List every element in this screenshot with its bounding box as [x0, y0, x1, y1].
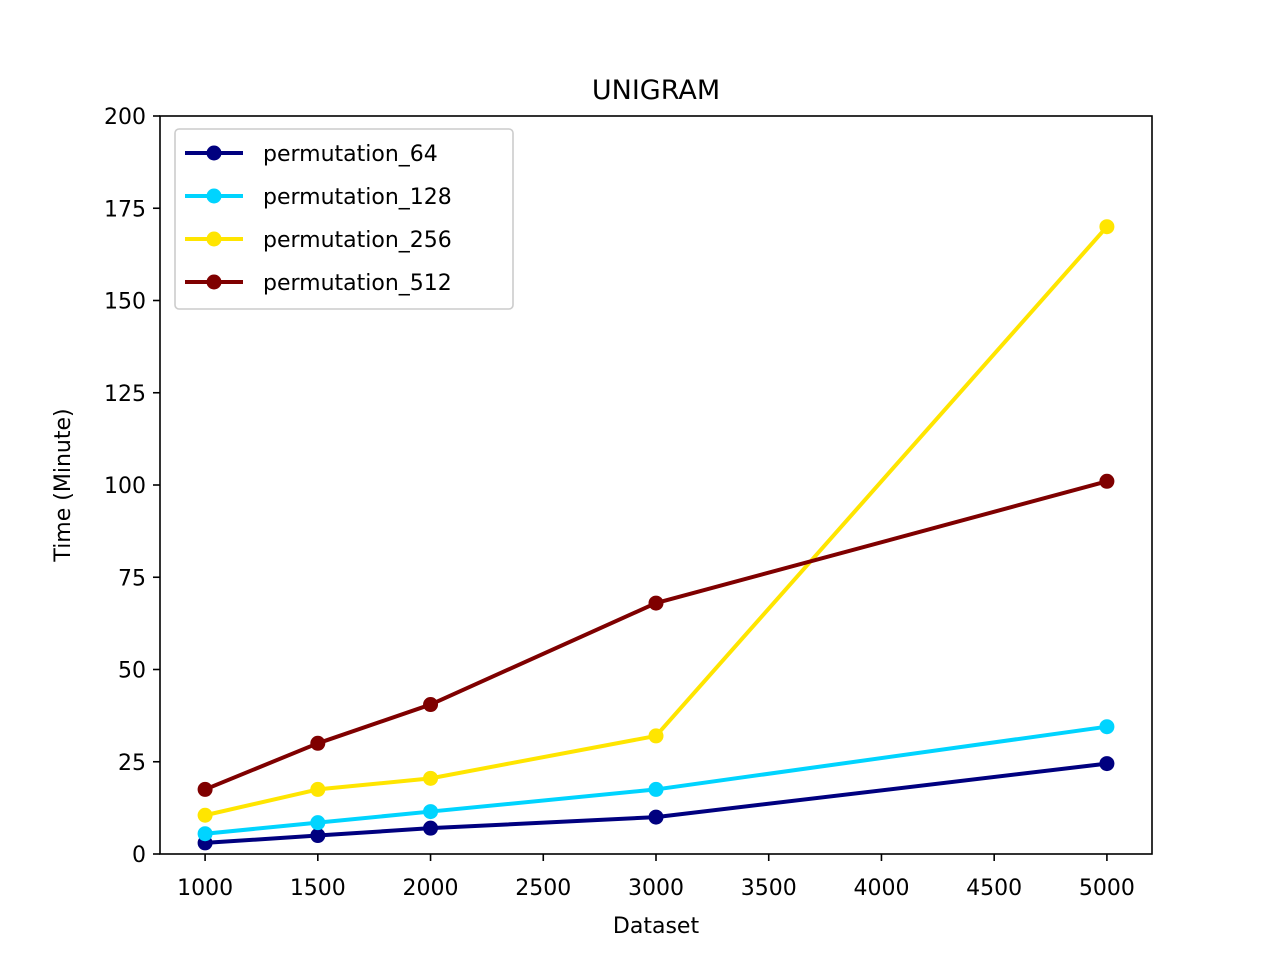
y-tick-label: 175 [104, 197, 146, 222]
data-point [423, 770, 439, 786]
legend-marker [206, 274, 222, 290]
data-point [310, 815, 326, 831]
chart-title: UNIGRAM [592, 75, 720, 106]
x-tick-label: 5000 [1079, 876, 1135, 901]
legend: permutation_64 permutation_128 permutation… [174, 128, 514, 310]
x-tick-label: 2500 [515, 876, 571, 901]
y-tick-label: 50 [118, 659, 146, 684]
data-point [197, 781, 213, 797]
data-point [648, 595, 664, 611]
x-tick-label: 1500 [290, 876, 346, 901]
x-axis: 1000 1500 2000 2500 3000 3500 4000 4500 5000 [177, 854, 1135, 901]
x-tick-label: 3500 [741, 876, 797, 901]
y-axis: 0 25 50 75 100 125 150 175 200 [104, 105, 160, 868]
legend-label: permutation_64 [263, 142, 438, 167]
legend-item: permutation_512 [185, 271, 452, 296]
legend-item: permutation_128 [185, 185, 452, 210]
data-point [310, 828, 326, 844]
data-point [648, 728, 664, 744]
data-point [310, 781, 326, 797]
data-point [197, 826, 213, 842]
data-point [423, 804, 439, 820]
x-tick-label: 4000 [853, 876, 909, 901]
data-point [310, 735, 326, 751]
x-tick-label: 2000 [403, 876, 459, 901]
x-tick-label: 4500 [966, 876, 1022, 901]
legend-box [174, 128, 514, 310]
series-permutation_256 [197, 219, 1115, 823]
series-permutation_128 [197, 719, 1115, 842]
x-axis-label: Dataset [613, 914, 700, 939]
data-point [197, 807, 213, 823]
y-tick-label: 200 [104, 105, 146, 130]
series-layer [197, 219, 1115, 851]
legend-item: permutation_256 [185, 228, 452, 253]
data-point [1099, 719, 1115, 735]
y-tick-label: 0 [132, 843, 146, 868]
legend-marker [206, 188, 222, 204]
legend-label: permutation_512 [263, 271, 452, 296]
y-tick-label: 25 [118, 751, 146, 776]
data-point [1099, 219, 1115, 235]
legend-label: permutation_256 [263, 228, 452, 253]
data-point [1099, 756, 1115, 772]
y-axis-label: Time (Minute) [51, 408, 76, 562]
legend-label: permutation_128 [263, 185, 452, 210]
legend-marker [206, 231, 222, 247]
series-permutation_512 [197, 473, 1115, 797]
y-tick-label: 75 [118, 566, 146, 591]
x-tick-label: 3000 [628, 876, 684, 901]
y-tick-label: 150 [104, 290, 146, 315]
data-point [648, 809, 664, 825]
x-tick-label: 1000 [177, 876, 233, 901]
legend-item: permutation_64 [185, 142, 438, 167]
data-point [1099, 473, 1115, 489]
data-point [423, 697, 439, 713]
data-point [648, 781, 664, 797]
data-point [423, 820, 439, 836]
y-tick-label: 100 [104, 474, 146, 499]
y-tick-label: 125 [104, 382, 146, 407]
legend-marker [206, 145, 222, 161]
